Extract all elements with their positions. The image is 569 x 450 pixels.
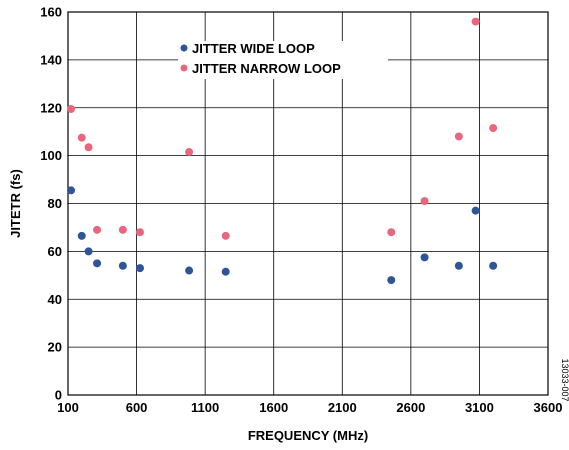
x-tick-label: 3100 [465,400,494,415]
legend-box [178,41,388,79]
x-tick-labels: 100 600 1100 1600 2100 2600 3100 3600 [57,400,562,415]
legend-marker [180,64,188,72]
y-tick-label: 40 [48,292,62,307]
legend-label: JITTER WIDE LOOP [192,41,315,56]
x-tick-label: 1100 [191,400,219,415]
y-tick-label: 80 [48,196,62,211]
y-tick-label: 100 [40,148,62,163]
data-point [387,228,396,237]
data-point [489,124,498,133]
data-point [454,261,463,270]
y-axis-label: JITETR (fs) [8,169,23,238]
x-tick-label: 1600 [259,400,288,415]
x-tick-label: 600 [126,400,148,415]
legend-label: JITTER NARROW LOOP [192,61,341,76]
data-point [84,247,93,256]
data-point [471,17,480,26]
data-point [118,261,127,270]
data-point [221,231,230,240]
x-tick-label: 3600 [534,400,563,415]
data-point [387,276,396,285]
x-tick-label: 100 [57,400,79,415]
data-point [454,132,463,141]
legend-marker [180,44,188,52]
data-point [67,186,76,195]
y-tick-label: 140 [40,52,62,67]
data-point [136,264,144,273]
figure-id: 13033-007 [560,358,569,401]
y-tick-labels: 0 20 40 60 80 100 120 140 160 [40,5,62,403]
y-tick-label: 160 [40,5,62,20]
data-point [67,104,76,113]
data-points [67,17,498,285]
data-point [118,225,127,234]
data-point [420,253,429,262]
data-point [84,143,93,152]
data-point [93,225,102,234]
x-axis-label: FREQUENCY (MHz) [248,428,368,443]
legend: JITTER WIDE LOOP JITTER NARROW LOOP [178,41,388,79]
data-point [221,267,230,276]
data-point [185,266,194,275]
y-tick-label: 120 [40,100,62,115]
data-point [185,148,194,157]
x-tick-label: 2600 [396,400,425,415]
data-point [93,259,102,268]
data-point [471,206,480,215]
y-tick-label: 0 [55,388,62,403]
data-point [77,133,86,142]
data-point [77,231,86,240]
y-tick-label: 20 [48,340,62,355]
plot-area-border [67,11,549,396]
y-tick-label: 60 [48,244,62,259]
x-tick-label: 2100 [328,400,357,415]
data-point [420,197,429,206]
data-point [489,261,498,270]
data-point [136,228,144,237]
